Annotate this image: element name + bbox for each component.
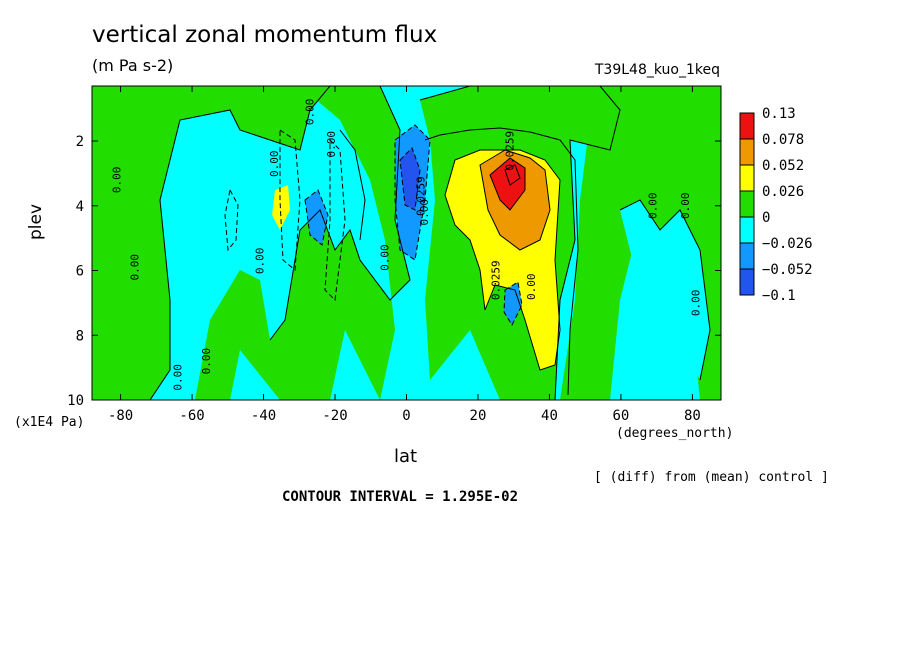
colorbar: 0.13 0.078 0.052 0.026 0 −0.026 −0.052 −0.1	[739, 106, 813, 304]
y-axis-unit: (x1E4 Pa)	[14, 415, 85, 430]
x-tick-label: 0	[402, 408, 410, 424]
contour-label: 0.0259	[414, 176, 427, 216]
neg-region-north	[504, 282, 522, 325]
chart-title: vertical zonal momentum flux	[92, 22, 438, 48]
colorbar-swatch	[739, 164, 755, 192]
neg-region-east	[620, 200, 710, 380]
y-tick-label: 10	[67, 393, 84, 409]
contour-label: 0.00	[171, 364, 184, 391]
colorbar-swatch	[739, 268, 755, 296]
colorbar-label: −0.052	[762, 262, 813, 278]
pos-region-small-south	[272, 185, 290, 230]
colorbar-swatch	[739, 190, 755, 218]
colorbar-label: 0.13	[762, 106, 796, 122]
chart-units: (m Pa s-2)	[92, 56, 174, 75]
contour-label: 0.00	[304, 99, 317, 126]
contour-label: 0.00	[128, 254, 141, 281]
contour-label: 0.00	[679, 193, 692, 220]
run-name: T39L48_kuo_1keq	[594, 62, 720, 78]
y-tick-label: 4	[76, 199, 84, 215]
colorbar-swatch	[739, 138, 755, 166]
contour-interval-label: CONTOUR INTERVAL = 1.295E-02	[282, 489, 519, 505]
negative-contour-lines	[224, 124, 523, 327]
x-tick-label: 60	[613, 408, 630, 424]
x-tick-label: -40	[251, 408, 276, 424]
x-tick-label: -80	[108, 408, 133, 424]
contour-label: 0.00	[418, 199, 431, 226]
y-tick-label: 2	[76, 134, 84, 150]
x-tick-label: 40	[541, 408, 558, 424]
x-tick-label: 80	[684, 408, 701, 424]
x-axis-title: lat	[394, 446, 418, 467]
contour-label: 0.00	[525, 273, 538, 300]
colorbar-swatch	[739, 112, 755, 140]
contour-lines	[92, 86, 711, 400]
colorbar-swatch	[739, 216, 755, 244]
colorbar-label: 0.078	[762, 132, 804, 148]
x-tick-label: -60	[179, 408, 204, 424]
zero-region-east	[560, 86, 721, 400]
x-tick-label: 20	[470, 408, 487, 424]
contour-label: 0.00	[268, 150, 281, 177]
zero-region-south-mid	[195, 86, 410, 400]
contour-labels: 0.00 0.00 0.00 0.00 0.00 0.00 0.00 0.00 0.00 0.00…	[111, 99, 703, 391]
colorbar-swatch	[739, 242, 755, 270]
diff-note: [ (diff) from (mean) control ]	[594, 470, 829, 485]
contour-label: 0.0259	[504, 131, 517, 171]
contour-label: 0.00	[379, 244, 392, 271]
pos-region-078	[490, 158, 525, 210]
colorbar-label: 0.026	[762, 184, 804, 200]
contour-label: 0.00	[325, 131, 338, 158]
contour-label: 0.00	[254, 248, 267, 275]
x-axis-unit: (degrees_north)	[616, 426, 734, 441]
y-axis: 2 4 6 8 10	[67, 134, 721, 409]
x-axis: -80 -60 -40 -20 0 20 40 60 80	[108, 86, 701, 424]
y-tick-label: 6	[76, 264, 84, 280]
colorbar-label: −0.1	[762, 288, 796, 304]
contour-label: 0.00	[647, 193, 660, 220]
colorbar-label: 0	[762, 210, 770, 226]
contour-fill-area	[92, 86, 721, 400]
contour-label: 0.00	[690, 290, 703, 317]
colorbar-label: 0.052	[762, 158, 804, 174]
neg-region-100-equator	[400, 148, 420, 210]
contour-label: 0.0259	[489, 260, 502, 300]
colorbar-label: −0.026	[762, 236, 813, 252]
zero-region-west	[92, 86, 330, 400]
x-tick-label: -20	[322, 408, 347, 424]
y-tick-label: 8	[76, 328, 84, 344]
neg-region-south	[305, 190, 328, 245]
contour-label: 0.00	[111, 167, 124, 194]
y-axis-title: plev	[26, 203, 46, 240]
contour-label: 0.00	[200, 348, 213, 375]
